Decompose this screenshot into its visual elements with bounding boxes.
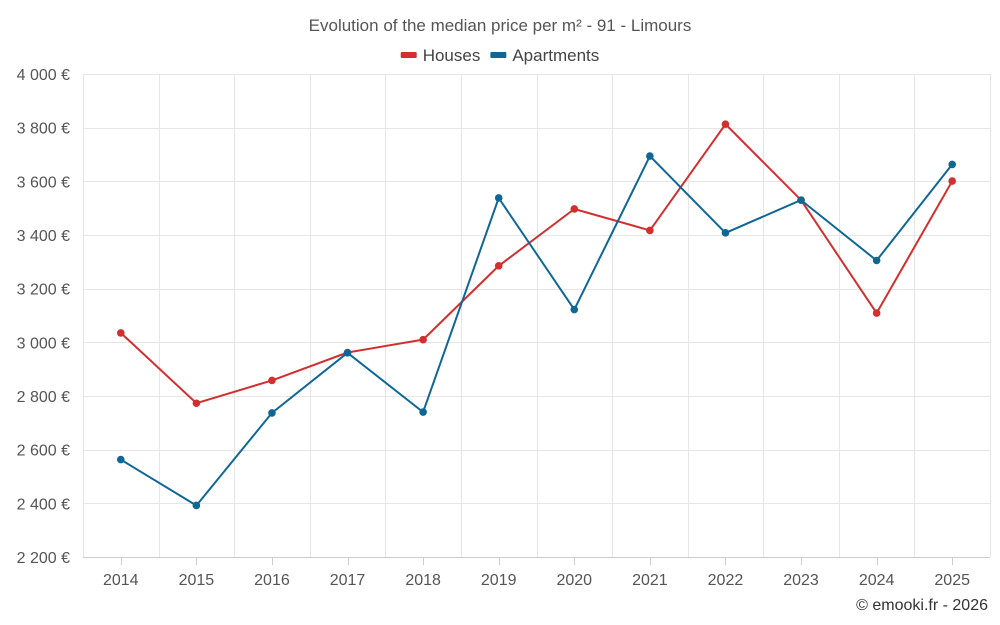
data-point-apartments[interactable] [872, 256, 881, 265]
data-point-apartments[interactable] [646, 152, 654, 160]
data-point-apartments[interactable] [494, 194, 503, 202]
data-point-apartments[interactable] [192, 501, 201, 510]
series-line-houses [120, 123, 954, 405]
x-tick-label: 2022 [708, 572, 744, 589]
x-tick-label: 2024 [859, 572, 895, 589]
data-point-houses[interactable] [721, 120, 730, 128]
data-point-houses[interactable] [872, 309, 881, 317]
y-tick-label: 3 200 € [17, 282, 70, 299]
data-point-apartments[interactable] [419, 408, 427, 416]
legend-item-apartments[interactable]: Apartments [490, 46, 599, 65]
data-point-houses[interactable] [646, 226, 654, 235]
x-tick-label: 2015 [179, 572, 215, 589]
x-tick-label: 2016 [254, 572, 290, 589]
x-tick-label: 2021 [632, 572, 668, 589]
data-point-apartments[interactable] [721, 229, 730, 237]
x-tick-label: 2014 [103, 572, 139, 589]
data-point-houses[interactable] [268, 376, 276, 385]
legend-swatch [400, 52, 417, 58]
series-layer [116, 120, 957, 510]
data-point-apartments[interactable] [948, 160, 957, 169]
data-point-apartments[interactable] [268, 409, 276, 417]
data-point-apartments[interactable] [343, 348, 352, 357]
y-tick-label: 3 400 € [17, 228, 70, 245]
y-tick-label: 4 000 € [17, 67, 70, 84]
x-tick-label: 2018 [405, 572, 441, 589]
x-tick-label: 2025 [934, 572, 970, 589]
chart-title: Evolution of the median price per m² - 9… [309, 16, 692, 35]
x-tick-label: 2017 [330, 572, 366, 589]
legend-item-houses[interactable]: Houses [400, 46, 481, 65]
legend-swatch [490, 52, 507, 58]
legend-label: Apartments [512, 46, 599, 65]
y-tick-label: 3 800 € [17, 121, 70, 138]
data-point-apartments[interactable] [797, 196, 805, 204]
data-point-houses[interactable] [192, 399, 201, 408]
x-tick-label: 2019 [481, 572, 517, 589]
legend[interactable]: Houses Apartments [400, 46, 600, 65]
y-tick-label: 2 400 € [17, 496, 70, 513]
data-point-houses[interactable] [419, 335, 427, 344]
y-tick-label: 2 600 € [17, 443, 70, 460]
y-tick-label: 2 200 € [17, 550, 70, 567]
series-apartments [116, 152, 957, 510]
data-point-houses[interactable] [494, 262, 503, 270]
y-tick-label: 2 800 € [17, 389, 70, 406]
series-line-apartments [120, 155, 953, 507]
data-point-houses[interactable] [116, 329, 125, 337]
grid-layer [83, 74, 991, 558]
legend-label: Houses [423, 46, 481, 65]
y-tick-label: 3 600 € [17, 174, 70, 191]
data-point-apartments[interactable] [570, 305, 579, 314]
series-houses [116, 120, 957, 408]
data-point-apartments[interactable] [116, 455, 125, 464]
axis-layer: 2 200 € 2 400 € 2 600 € 2 800 € 3 000 € 3 200… [17, 67, 970, 589]
credit-text: © emooki.fr - 2026 [856, 597, 988, 614]
x-tick-label: 2023 [783, 572, 819, 589]
x-tick-label: 2020 [556, 572, 592, 589]
data-point-houses[interactable] [570, 205, 579, 213]
data-point-houses[interactable] [948, 177, 957, 185]
y-tick-label: 3 000 € [17, 335, 70, 352]
